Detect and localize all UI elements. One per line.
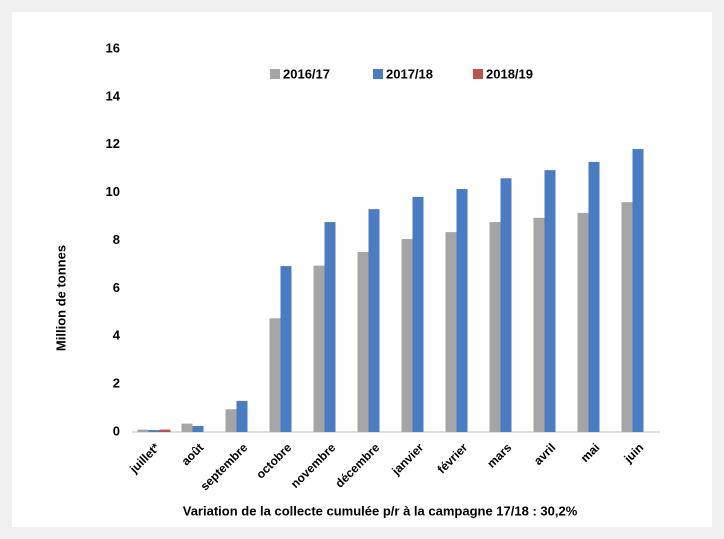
bar <box>577 212 589 432</box>
bar <box>456 189 468 432</box>
bar <box>313 265 325 432</box>
y-tick-label: 16 <box>106 40 120 55</box>
bar <box>621 202 633 432</box>
y-tick-label: 6 <box>113 280 120 295</box>
y-tick-label: 12 <box>106 136 120 151</box>
bar <box>357 251 369 432</box>
bar <box>137 429 149 432</box>
legend-swatch <box>373 69 383 79</box>
y-tick-label: 10 <box>106 184 120 199</box>
bar <box>445 232 457 432</box>
bar <box>225 409 237 432</box>
bar <box>500 178 512 432</box>
bar <box>192 426 204 432</box>
legend-label: 2017/18 <box>386 66 433 81</box>
legend-label: 2018/19 <box>486 66 533 81</box>
bar <box>236 400 248 432</box>
y-tick-label: 8 <box>113 232 120 247</box>
y-tick-label: 4 <box>113 328 121 343</box>
legend-swatch <box>473 69 483 79</box>
bar <box>412 196 424 432</box>
bar <box>533 217 545 432</box>
legend-label: 2016/17 <box>283 66 330 81</box>
bar <box>368 209 380 432</box>
legend-swatch <box>270 69 280 79</box>
y-axis-label: Million de tonnes <box>53 245 68 351</box>
bar <box>632 149 644 432</box>
bar <box>159 429 171 432</box>
y-tick-label: 14 <box>106 88 121 103</box>
bar <box>588 161 600 433</box>
y-tick-label: 0 <box>113 423 120 438</box>
bar <box>148 430 160 432</box>
note: Variation de la collecte cumulée p/r à l… <box>183 503 578 518</box>
bar <box>401 239 413 432</box>
bar <box>544 170 556 432</box>
bar <box>324 222 336 432</box>
y-tick-label: 2 <box>113 376 120 391</box>
bar <box>489 222 501 432</box>
bar <box>181 423 193 432</box>
bar <box>280 266 292 432</box>
bar <box>269 318 281 432</box>
